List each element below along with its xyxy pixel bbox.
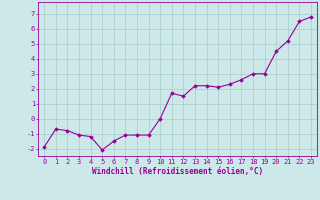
- X-axis label: Windchill (Refroidissement éolien,°C): Windchill (Refroidissement éolien,°C): [92, 167, 263, 176]
